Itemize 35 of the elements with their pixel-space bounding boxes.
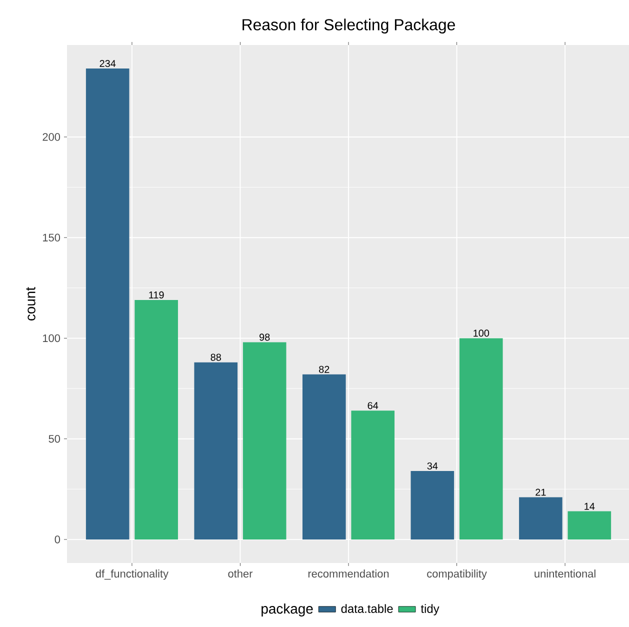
bar — [459, 338, 503, 540]
bar — [351, 410, 395, 540]
y-tick-label: 200 — [42, 133, 60, 141]
y-axis-title: count — [26, 287, 36, 320]
data-label: 234 — [100, 60, 116, 68]
legend-label: data.table — [341, 604, 393, 613]
x-tick-label: recommendation — [308, 570, 389, 578]
x-tick-label: df_functionality — [96, 570, 168, 580]
data-label: 21 — [536, 488, 546, 496]
bar — [134, 300, 178, 540]
data-label: 14 — [584, 502, 595, 510]
x-tick-label: unintentional — [534, 570, 596, 578]
data-label: 82 — [319, 366, 330, 373]
data-label: 98 — [260, 334, 270, 341]
legend-title: package — [262, 603, 313, 616]
data-label: 34 — [427, 462, 438, 470]
bar — [519, 497, 562, 540]
bar — [568, 511, 612, 540]
y-tick-label: 100 — [43, 334, 60, 342]
bar — [194, 362, 238, 540]
y-tick-label: 50 — [48, 434, 60, 443]
data-label: 119 — [149, 291, 164, 298]
legend-label: tidy — [420, 604, 440, 616]
data-label: 64 — [368, 402, 378, 410]
data-label: 88 — [210, 354, 221, 361]
y-tick-label: 150 — [43, 234, 60, 242]
y-tick-label: 0 — [54, 536, 60, 544]
x-tick-label: other — [228, 570, 253, 578]
bar — [86, 68, 130, 540]
bar — [410, 471, 454, 540]
bar — [242, 342, 286, 540]
chart-title: Reason for Selecting Package — [242, 18, 455, 34]
bar — [302, 374, 346, 540]
data-label: 100 — [474, 330, 490, 337]
x-tick-label: compatibility — [427, 570, 487, 580]
